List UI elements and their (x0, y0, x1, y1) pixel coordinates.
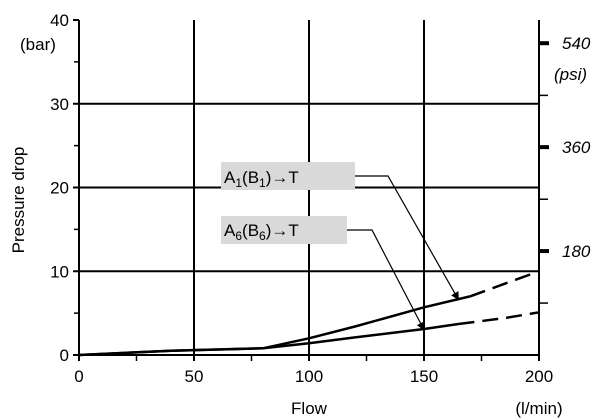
leader-line-a1 (355, 175, 460, 301)
x-tick-label: 50 (185, 367, 204, 386)
callout-leaders (347, 175, 460, 331)
callout-label: A6(B6)→T (224, 221, 299, 243)
y-tick-label: 30 (50, 95, 69, 114)
y-tick-label: 10 (50, 262, 69, 281)
callout-box (221, 162, 355, 190)
callout-label: A1(B1)→T (224, 168, 299, 190)
x-tick-label: 0 (74, 367, 83, 386)
secondary-y-tick-label: 360 (562, 138, 591, 157)
callout-series-a6: A6(B6)→T (221, 216, 347, 244)
y-unit-label: (bar) (20, 35, 56, 54)
secondary-y-unit-label: (psi) (554, 65, 587, 84)
leader-line-a6 (347, 229, 425, 331)
y-tick-label: 20 (50, 179, 69, 198)
callout-box (221, 216, 347, 244)
x-tick-label: 100 (295, 367, 323, 386)
y-axis-title: Pressure drop (9, 147, 28, 254)
x-unit-label: (l/min) (515, 399, 562, 418)
series-line-dashed-2 (458, 311, 540, 326)
callout-series-a1: A1(B1)→T (221, 162, 355, 190)
x-axis-title: Flow (291, 399, 328, 418)
y-tick-label: 40 (50, 11, 69, 30)
x-tick-label: 150 (410, 367, 438, 386)
secondary-y-tick-label: 180 (562, 242, 591, 261)
secondary-y-tick-label: 540 (562, 34, 591, 53)
y-tick-label: 0 (60, 346, 69, 365)
plot-frame (73, 19, 549, 361)
x-tick-label: 200 (525, 367, 553, 386)
series-line-solid-2 (78, 322, 459, 357)
tick-labels: 0 10 20 30 40 0 50 100 150 200 180 360 540 (50, 11, 591, 386)
series-line-dashed-1 (469, 270, 540, 298)
